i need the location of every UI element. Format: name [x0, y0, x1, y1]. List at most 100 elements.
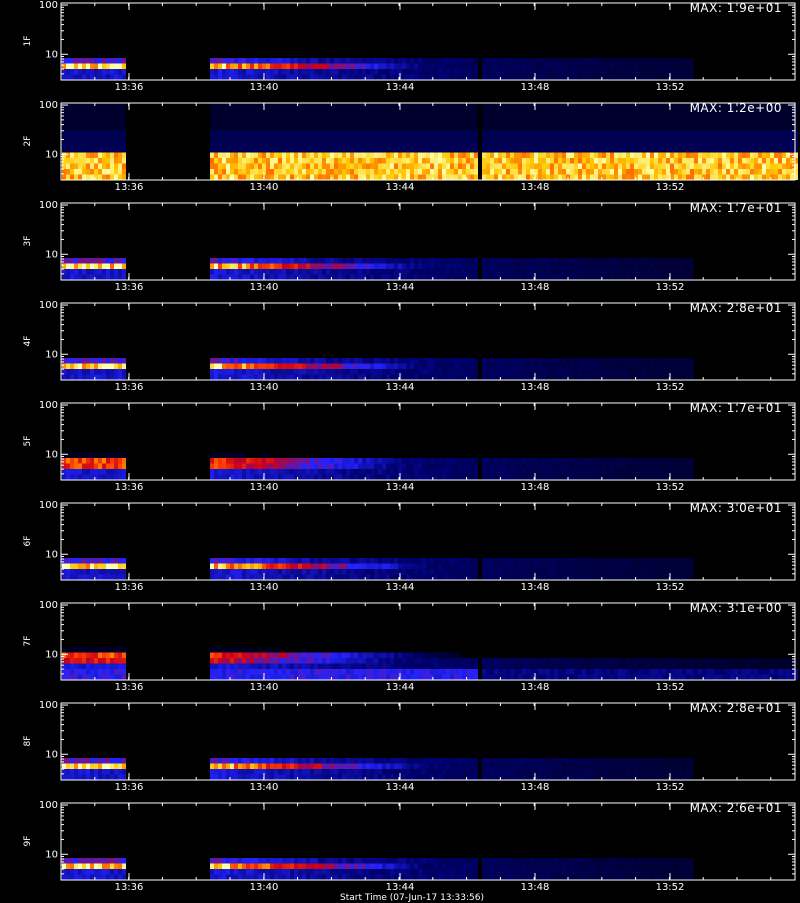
heatmap-cell	[290, 141, 294, 147]
heatmap-cell	[474, 258, 478, 264]
heatmap-cell	[690, 269, 694, 275]
heatmap-cell	[746, 141, 750, 147]
heatmap-cell	[498, 152, 502, 158]
heatmap-cell	[474, 358, 478, 364]
heatmap-cell	[90, 158, 94, 164]
heatmap-cell	[430, 103, 434, 109]
heatmap-cell	[94, 58, 98, 64]
heatmap-cell	[778, 103, 782, 109]
heatmap-cell	[558, 258, 562, 264]
heatmap-cell	[602, 574, 606, 580]
heatmap-cell	[290, 169, 294, 175]
heatmap-cell	[326, 63, 330, 69]
heatmap-cell	[782, 125, 786, 131]
heatmap-cell	[386, 469, 390, 475]
heatmap-cell	[242, 114, 246, 120]
heatmap-cell	[722, 147, 726, 153]
heatmap-cell	[82, 163, 86, 169]
heatmap-cell	[214, 108, 218, 114]
heatmap-cell	[318, 163, 322, 169]
heatmap-cell	[558, 103, 562, 109]
heatmap-cell	[442, 58, 446, 64]
heatmap-cell	[566, 125, 570, 131]
heatmap-cell	[606, 458, 610, 464]
heatmap-cell	[746, 119, 750, 125]
heatmap-cell	[418, 125, 422, 131]
panel-label: 4F	[23, 335, 33, 347]
heatmap-cell	[682, 141, 686, 147]
heatmap-cell	[122, 463, 126, 469]
heatmap-cell	[778, 152, 782, 158]
heatmap-cell	[690, 119, 694, 125]
heatmap-cell	[530, 147, 534, 153]
heatmap-cell	[674, 136, 678, 142]
heatmap-cell	[294, 274, 298, 280]
heatmap-cell	[74, 463, 78, 469]
heatmap-cell	[650, 274, 654, 280]
heatmap-cell	[462, 363, 466, 369]
heatmap-cell	[522, 174, 526, 180]
heatmap-cell	[114, 269, 118, 275]
heatmap-cell	[262, 263, 266, 269]
x-tick-label: 13:44	[386, 82, 415, 93]
heatmap-cell	[546, 136, 550, 142]
heatmap-cell	[650, 158, 654, 164]
heatmap-cell	[638, 103, 642, 109]
heatmap-cell	[618, 103, 622, 109]
heatmap-cell	[346, 152, 350, 158]
heatmap-cell	[690, 114, 694, 120]
heatmap-cell	[634, 163, 638, 169]
heatmap-cell	[422, 125, 426, 131]
heatmap-cell	[218, 569, 222, 575]
heatmap-cell	[446, 136, 450, 142]
heatmap-cell	[374, 74, 378, 80]
heatmap-cell	[550, 114, 554, 120]
heatmap-cell	[586, 258, 590, 264]
heatmap-cell	[466, 114, 470, 120]
heatmap-cell	[330, 158, 334, 164]
heatmap-cell	[666, 152, 670, 158]
heatmap-cell	[218, 174, 222, 180]
heatmap-cell	[686, 141, 690, 147]
heatmap-cell	[610, 274, 614, 280]
heatmap-cell	[366, 69, 370, 75]
heatmap-cell	[358, 469, 362, 475]
heatmap-cell	[658, 69, 662, 75]
heatmap-cell	[302, 358, 306, 364]
heatmap-cell	[342, 469, 346, 475]
heatmap-cell	[106, 474, 110, 480]
heatmap-cell	[430, 569, 434, 575]
heatmap-cell	[370, 574, 374, 580]
heatmap-cell	[390, 130, 394, 136]
heatmap-cell	[418, 119, 422, 125]
heatmap-cell	[270, 474, 274, 480]
heatmap-cell	[274, 63, 278, 69]
heatmap-cell	[106, 125, 110, 131]
heatmap-cell	[242, 463, 246, 469]
heatmap-cell	[614, 158, 618, 164]
heatmap-cell	[578, 469, 582, 475]
heatmap-cell	[770, 163, 774, 169]
heatmap-cell	[534, 358, 538, 364]
heatmap-cell	[522, 269, 526, 275]
heatmap-cell	[214, 63, 218, 69]
heatmap-cell	[422, 63, 426, 69]
heatmap-cell	[382, 458, 386, 464]
heatmap-cell	[454, 163, 458, 169]
heatmap-cell	[438, 152, 442, 158]
heatmap-cell	[502, 458, 506, 464]
heatmap-cell	[366, 103, 370, 109]
heatmap-cell	[690, 174, 694, 180]
heatmap-cell	[422, 569, 426, 575]
heatmap-cell	[218, 103, 222, 109]
heatmap-cell	[590, 474, 594, 480]
heatmap-cell	[690, 141, 694, 147]
heatmap-cell	[370, 136, 374, 142]
heatmap-cell	[786, 136, 790, 142]
heatmap-cell	[474, 119, 478, 125]
heatmap-cell	[462, 463, 466, 469]
heatmap-cell	[542, 258, 546, 264]
heatmap-cell	[678, 119, 682, 125]
heatmap-cell	[654, 103, 658, 109]
heatmap-cell	[586, 374, 590, 380]
